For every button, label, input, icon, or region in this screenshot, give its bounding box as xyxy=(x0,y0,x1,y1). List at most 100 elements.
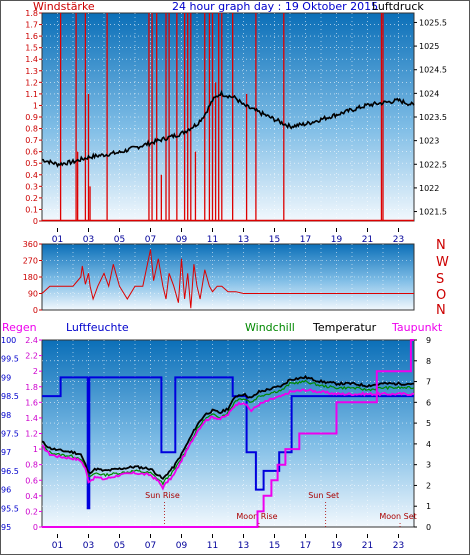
rain-ytick-label: 1.2 xyxy=(25,430,38,439)
wind-ytick-label: 0 xyxy=(33,217,38,226)
wind-pressure-xtick-label: 09 xyxy=(176,235,188,245)
temperature-humidity-xtick-label: 21 xyxy=(362,541,373,551)
wind-pressure-xtick-label: 17 xyxy=(300,235,311,245)
temperature-ytick-label: 3 xyxy=(426,461,431,470)
wind-pressure-xtick-label: 05 xyxy=(114,235,125,245)
wind-direction-line xyxy=(41,249,414,309)
wind-ytick-label: 0.2 xyxy=(25,194,38,203)
temperature-humidity-xtick-label: 23 xyxy=(393,541,404,551)
pressure-label: Luftdruck xyxy=(372,0,424,13)
wind-ytick-label: 0.4 xyxy=(25,171,38,180)
wind-ytick-label: 1.2 xyxy=(25,78,38,87)
rain-ytick-label: 1.8 xyxy=(25,383,38,392)
wind-ytick-label: 1.4 xyxy=(25,55,38,64)
windchill-line xyxy=(41,379,415,486)
rain-label: Regen xyxy=(2,321,37,334)
temperature-ytick-label: 6 xyxy=(426,398,431,407)
wind-ytick-label: 0.9 xyxy=(25,113,38,122)
humidity-ytick-label: 98 xyxy=(1,411,11,420)
wind-pressure-xtick-label: 13 xyxy=(238,235,249,245)
annotation-label: Sun Set xyxy=(308,491,339,500)
rain-ytick-label: 0.2 xyxy=(25,507,38,516)
wind-ytick-label: 0.6 xyxy=(25,148,38,157)
wind-ytick-label: 1.1 xyxy=(25,90,38,99)
humidity-ytick-label: 99 xyxy=(1,373,11,382)
compass-north-bottom: N xyxy=(436,303,446,318)
direction-ytick-label: 360 xyxy=(23,240,38,249)
wind-ytick-label: 1.5 xyxy=(25,44,38,53)
rain-ytick-label: 2.2 xyxy=(25,352,38,361)
annotation-label: Moon Set xyxy=(379,512,416,521)
pressure-line xyxy=(41,89,415,168)
humidity-ytick-label: 95 xyxy=(1,523,11,532)
temperature-humidity-xtick-label: 09 xyxy=(176,541,188,551)
pressure-ytick-label: 1022 xyxy=(419,184,439,193)
temperature-humidity-xtick-label: 13 xyxy=(238,541,249,551)
temperature-humidity-xtick-label: 07 xyxy=(145,541,156,551)
wind-pressure-xtick-label: 23 xyxy=(393,235,404,245)
wind-ytick-label: 1 xyxy=(33,101,38,110)
humidity-ytick-label: 95.5 xyxy=(1,504,19,513)
dewpoint-line xyxy=(41,388,415,491)
compass-north-top: N xyxy=(436,238,446,253)
wind-ytick-label: 1.6 xyxy=(25,32,38,41)
wind-ytick-label: 0.1 xyxy=(25,205,38,214)
rain-ytick-label: 0.6 xyxy=(25,476,38,485)
compass-south: S xyxy=(436,272,445,287)
rain-ytick-label: 1.4 xyxy=(25,414,38,423)
pressure-ytick-label: 1025 xyxy=(419,42,439,51)
wind-pressure-xtick-label: 03 xyxy=(83,235,94,245)
temperature-ytick-label: 0 xyxy=(426,523,431,532)
rain-ytick-label: 1.6 xyxy=(25,398,38,407)
wind-ytick-label: 1.3 xyxy=(25,67,38,76)
temperature-ytick-label: 2 xyxy=(426,481,431,490)
humidity-label: Luftfeuchte xyxy=(66,321,129,334)
dewpoint-label: Taupunkt xyxy=(392,321,443,334)
windchill-label: Windchill xyxy=(245,321,295,334)
temperature-ytick-label: 7 xyxy=(426,378,431,387)
rain-ytick-label: 0 xyxy=(33,523,38,532)
humidity-line xyxy=(42,376,414,510)
compass-east: O xyxy=(436,288,447,303)
humidity-ytick-label: 98.5 xyxy=(1,392,19,401)
temperature-humidity-plot xyxy=(41,339,415,528)
humidity-ytick-label: 97.5 xyxy=(1,430,19,439)
wind-pressure-xtick-label: 21 xyxy=(362,235,373,245)
humidity-ytick-label: 97 xyxy=(1,448,11,457)
temperature-humidity-xtick-label: 15 xyxy=(269,541,280,551)
rain-line xyxy=(42,339,414,528)
pressure-ytick-label: 1022.5 xyxy=(419,160,447,169)
rain-ytick-label: 2.4 xyxy=(25,336,38,345)
temperature-label: Temperatur xyxy=(313,321,377,334)
temperature-ytick-label: 4 xyxy=(426,440,431,449)
temperature-humidity-xtick-label: 05 xyxy=(114,541,125,551)
wind-pressure-xtick-label: 07 xyxy=(145,235,156,245)
temperature-humidity-xtick-label: 01 xyxy=(52,541,63,551)
wind-ytick-label: 0.7 xyxy=(25,136,38,145)
wind-ytick-label: 0.8 xyxy=(25,125,38,134)
wind-ytick-label: 1.7 xyxy=(25,21,38,30)
pressure-ytick-label: 1025.5 xyxy=(419,18,447,27)
temperature-humidity-xtick-label: 19 xyxy=(331,541,343,551)
wind-speed-label: Windstärke xyxy=(33,0,95,13)
direction-ytick-label: 270 xyxy=(23,257,38,266)
temperature-ytick-label: 1 xyxy=(426,502,431,511)
rain-ytick-label: 0.4 xyxy=(25,492,38,501)
rain-ytick-label: 0.8 xyxy=(25,461,38,470)
rain-ytick-label: 2 xyxy=(33,367,38,376)
pressure-ytick-label: 1021.5 xyxy=(419,208,447,217)
wind-pressure-xtick-label: 15 xyxy=(269,235,280,245)
wind-ytick-label: 1.8 xyxy=(25,9,38,18)
rain-ytick-label: 1 xyxy=(33,445,38,454)
chart-title: 24 hour graph day : 19 Oktober 2015 xyxy=(172,0,379,13)
temperature-humidity-xtick-label: 11 xyxy=(207,541,218,551)
wind-pressure-xtick-label: 01 xyxy=(52,235,63,245)
humidity-ytick-label: 100 xyxy=(1,336,16,345)
pressure-ytick-label: 1023 xyxy=(419,137,439,146)
humidity-ytick-label: 99.5 xyxy=(1,355,19,364)
pressure-ytick-label: 1024.5 xyxy=(419,66,447,75)
wind-ytick-label: 0.3 xyxy=(25,182,38,191)
direction-ytick-label: 0 xyxy=(33,306,38,315)
temperature-ytick-label: 5 xyxy=(426,419,431,428)
